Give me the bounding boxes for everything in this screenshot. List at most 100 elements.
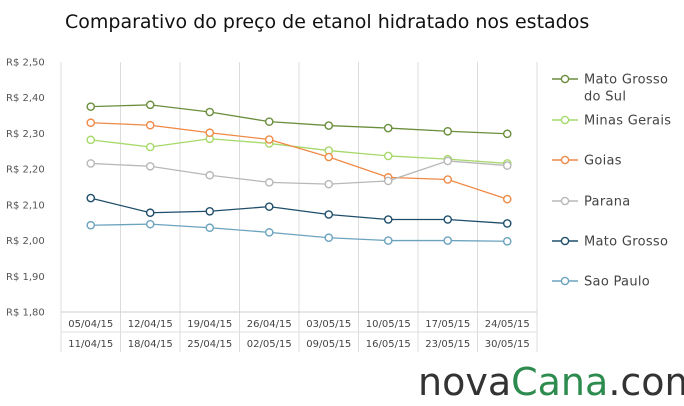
data-point	[324, 152, 334, 162]
data-point	[145, 100, 155, 110]
brand-part3: .com	[608, 360, 684, 404]
legend-label: Mato Grosso	[584, 235, 668, 250]
legend-marker	[560, 74, 570, 84]
series-mato-grosso-do-sul	[86, 100, 512, 139]
legend-marker	[560, 196, 570, 206]
data-point	[86, 220, 96, 230]
legend-label: Goias	[584, 154, 622, 169]
brand-part2: Cana	[511, 360, 608, 404]
data-point	[443, 126, 453, 136]
legend-label: Sao Paulo	[584, 275, 650, 290]
y-tick-label: R$ 2,40	[6, 93, 45, 104]
series-line	[90, 197, 508, 225]
series-line	[90, 160, 508, 185]
data-point	[383, 236, 393, 245]
series-line	[90, 138, 508, 165]
data-point	[324, 179, 334, 189]
data-point	[264, 178, 274, 187]
data-point	[86, 193, 96, 203]
data-point	[324, 121, 334, 130]
data-point	[502, 236, 512, 246]
legend-label: Mato Grosso	[584, 73, 668, 88]
series-lines	[86, 100, 512, 246]
legend-marker	[560, 155, 570, 165]
x-tick-label: 05/04/15	[68, 319, 113, 330]
data-point	[145, 208, 155, 218]
data-point	[86, 135, 96, 145]
series-mato-grosso	[86, 193, 512, 228]
data-point	[443, 156, 453, 166]
series-parana	[86, 156, 512, 189]
grid	[60, 62, 538, 352]
x-tick-label: 12/04/15	[128, 319, 173, 330]
y-tick-label: R$ 2,10	[6, 200, 45, 211]
data-point	[145, 120, 155, 130]
data-point	[86, 102, 96, 111]
x-tick-label-end: 09/05/15	[306, 339, 351, 350]
legend-marker	[560, 115, 570, 125]
x-tick-label-end: 25/04/15	[187, 339, 232, 350]
data-point	[86, 118, 96, 128]
data-point	[383, 151, 393, 161]
legend-item: Goias	[552, 154, 622, 169]
data-point	[502, 161, 512, 170]
legend-marker	[560, 236, 570, 246]
y-axis-ticks: R$ 2,50 R$ 2,40 R$ 2,30 R$ 2,20 R$ 2,10 R$ 2,…	[6, 58, 45, 319]
x-axis-ticks: 05/04/15 12/04/15 19/04/15 26/04/15 03/05/15…	[68, 319, 529, 350]
data-point	[205, 107, 215, 117]
series-line	[90, 104, 508, 135]
data-point	[443, 236, 453, 245]
data-point	[205, 206, 215, 216]
y-tick-label: R$ 2,50	[6, 58, 45, 69]
x-tick-label-end: 23/05/15	[425, 339, 470, 350]
data-point	[145, 161, 155, 171]
brand-part1: nova	[418, 360, 511, 404]
series-line	[90, 223, 508, 242]
data-point	[145, 219, 155, 229]
legend: Mato Grosso do Sul Minas Gerais Goias Parana…	[552, 73, 671, 290]
x-tick-label: 17/05/15	[425, 319, 470, 330]
data-point	[205, 128, 215, 138]
x-tick-label: 19/04/15	[187, 319, 232, 330]
data-point	[383, 123, 393, 133]
x-tick-label-end: 02/05/15	[247, 339, 292, 350]
data-point	[264, 202, 274, 211]
data-point	[205, 223, 215, 233]
x-tick-label: 26/04/15	[247, 319, 292, 330]
legend-label: Parana	[584, 195, 631, 210]
x-tick-label-end: 18/04/15	[128, 339, 173, 350]
svg-text:novaCana.com: novaCana.com	[418, 360, 684, 404]
x-tick-label-end: 30/05/15	[485, 339, 530, 350]
data-point	[383, 215, 393, 224]
y-tick-label: R$ 1,80	[6, 308, 45, 319]
y-tick-label: R$ 1,90	[6, 272, 45, 283]
legend-marker	[560, 276, 570, 286]
data-point	[383, 176, 393, 186]
brand-logo: novaCana.com	[418, 360, 684, 404]
data-point	[502, 129, 512, 139]
data-point	[205, 170, 215, 180]
legend-label: Minas Gerais	[584, 114, 671, 129]
y-tick-label: R$ 2,20	[6, 165, 45, 176]
data-point	[264, 135, 274, 144]
data-point	[502, 194, 512, 204]
x-tick-label-end: 11/04/15	[68, 339, 113, 350]
data-point	[443, 215, 453, 224]
y-tick-label: R$ 2,00	[6, 236, 45, 247]
series-line	[90, 122, 508, 200]
data-point	[443, 175, 453, 184]
legend-item: Sao Paulo	[552, 275, 650, 290]
data-point	[145, 142, 155, 152]
data-point	[264, 228, 274, 237]
x-tick-label: 10/05/15	[366, 319, 411, 330]
data-point	[86, 159, 96, 168]
data-point	[324, 233, 334, 243]
legend-item: Mato Grosso	[552, 235, 668, 250]
data-point	[324, 210, 334, 219]
series-sao-paulo	[86, 219, 512, 246]
x-tick-label: 03/05/15	[306, 319, 351, 330]
legend-item: Parana	[552, 195, 631, 210]
y-tick-label: R$ 2,30	[6, 129, 45, 140]
legend-item: Minas Gerais	[552, 114, 671, 129]
